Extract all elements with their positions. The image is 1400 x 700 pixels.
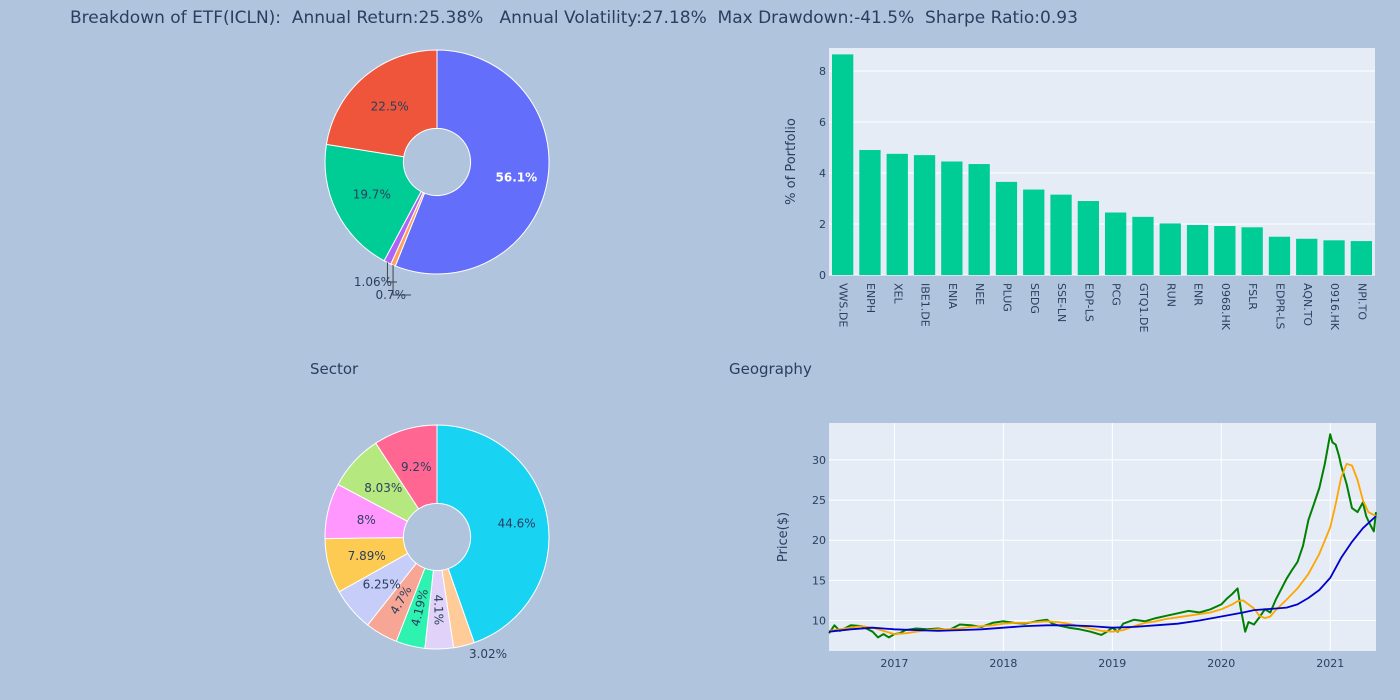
line-y-axis-label: Price($) xyxy=(776,512,791,562)
line-x-tick-label: 2021 xyxy=(1316,657,1344,670)
line-x-tick-label: 2019 xyxy=(1098,657,1126,670)
line-y-tick-label: 30 xyxy=(812,454,826,467)
line-plot-area xyxy=(829,423,1376,651)
line-y-tick-label: 20 xyxy=(812,534,826,547)
line-y-tick-label: 15 xyxy=(812,574,826,587)
line-x-tick-label: 2017 xyxy=(880,657,908,670)
line-x-tick-label: 2018 xyxy=(989,657,1017,670)
line-x-tick-label: 2020 xyxy=(1207,657,1235,670)
line-y-tick-label: 25 xyxy=(812,494,826,507)
line-y-tick-label: 10 xyxy=(812,614,826,627)
